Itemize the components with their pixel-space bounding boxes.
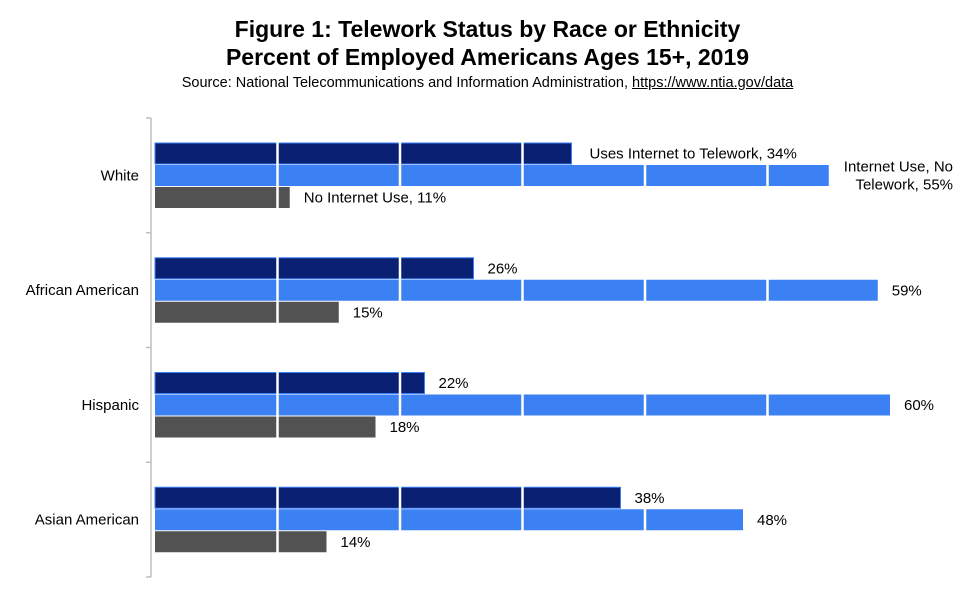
- category-label-hispanic: Hispanic: [81, 397, 139, 414]
- bar-no-internet-use-asian-american: [155, 531, 327, 553]
- category-axis: [146, 117, 152, 578]
- data-label-uses-internet-to-telework-asian-american: 38%: [635, 490, 665, 507]
- data-label-uses-internet-to-telework-white: Uses Internet to Telework, 34%: [590, 146, 797, 163]
- data-label-internet-use-no-telework-asian-american: 48%: [757, 512, 787, 529]
- data-label-internet-use-no-telework-hispanic: 60%: [904, 397, 934, 414]
- data-label-no-internet-use-hispanic: 18%: [390, 419, 420, 436]
- data-label-no-internet-use-white: No Internet Use, 11%: [304, 190, 446, 207]
- data-label-internet-use-no-telework-white: Internet Use, No Telework, 55%: [844, 159, 953, 194]
- bar-no-internet-use-african-american: [155, 301, 339, 323]
- bar-uses-internet-to-telework-white: [154, 142, 572, 165]
- data-label-line: Internet Use, No: [844, 159, 953, 176]
- bar-internet-use-no-telework-asian-american: [155, 509, 743, 531]
- source-text: Source: National Telecommunications and …: [181, 75, 628, 91]
- chart-subtitle: Percent of Employed Americans Ages 15+, …: [225, 44, 750, 70]
- bar-internet-use-no-telework-african-american: [155, 279, 878, 301]
- bar-internet-use-no-telework-white: [155, 165, 829, 186]
- data-labels: White Uses Internet to Telework, 34% Inter…: [26, 146, 953, 551]
- category-label-asian-american: Asian American: [35, 512, 139, 529]
- data-label-uses-internet-to-telework-african-american: 26%: [488, 260, 518, 277]
- bar-uses-internet-to-telework-asian-american: [154, 486, 621, 509]
- bar-uses-internet-to-telework-hispanic: [154, 372, 425, 394]
- data-label-no-internet-use-african-american: 15%: [353, 304, 383, 321]
- data-label-no-internet-use-asian-american: 14%: [341, 534, 371, 551]
- bars: [154, 142, 890, 553]
- bar-uses-internet-to-telework-african-american: [154, 257, 474, 280]
- data-label-uses-internet-to-telework-hispanic: 22%: [439, 375, 469, 392]
- source-link[interactable]: https://www.ntia.gov/data: [632, 75, 794, 91]
- bar-no-internet-use-hispanic: [155, 416, 376, 438]
- chart-title: Figure 1: Telework Status by Race or Eth…: [234, 16, 741, 42]
- category-label-white: White: [101, 167, 139, 184]
- bar-no-internet-use-white: [155, 187, 290, 208]
- category-label-african-american: African American: [26, 282, 139, 299]
- gridlines: [276, 118, 769, 577]
- source-line: Source: National Telecommunications and …: [0, 74, 975, 92]
- data-label-line: Telework, 55%: [855, 177, 953, 194]
- data-label-internet-use-no-telework-african-american: 59%: [892, 282, 922, 299]
